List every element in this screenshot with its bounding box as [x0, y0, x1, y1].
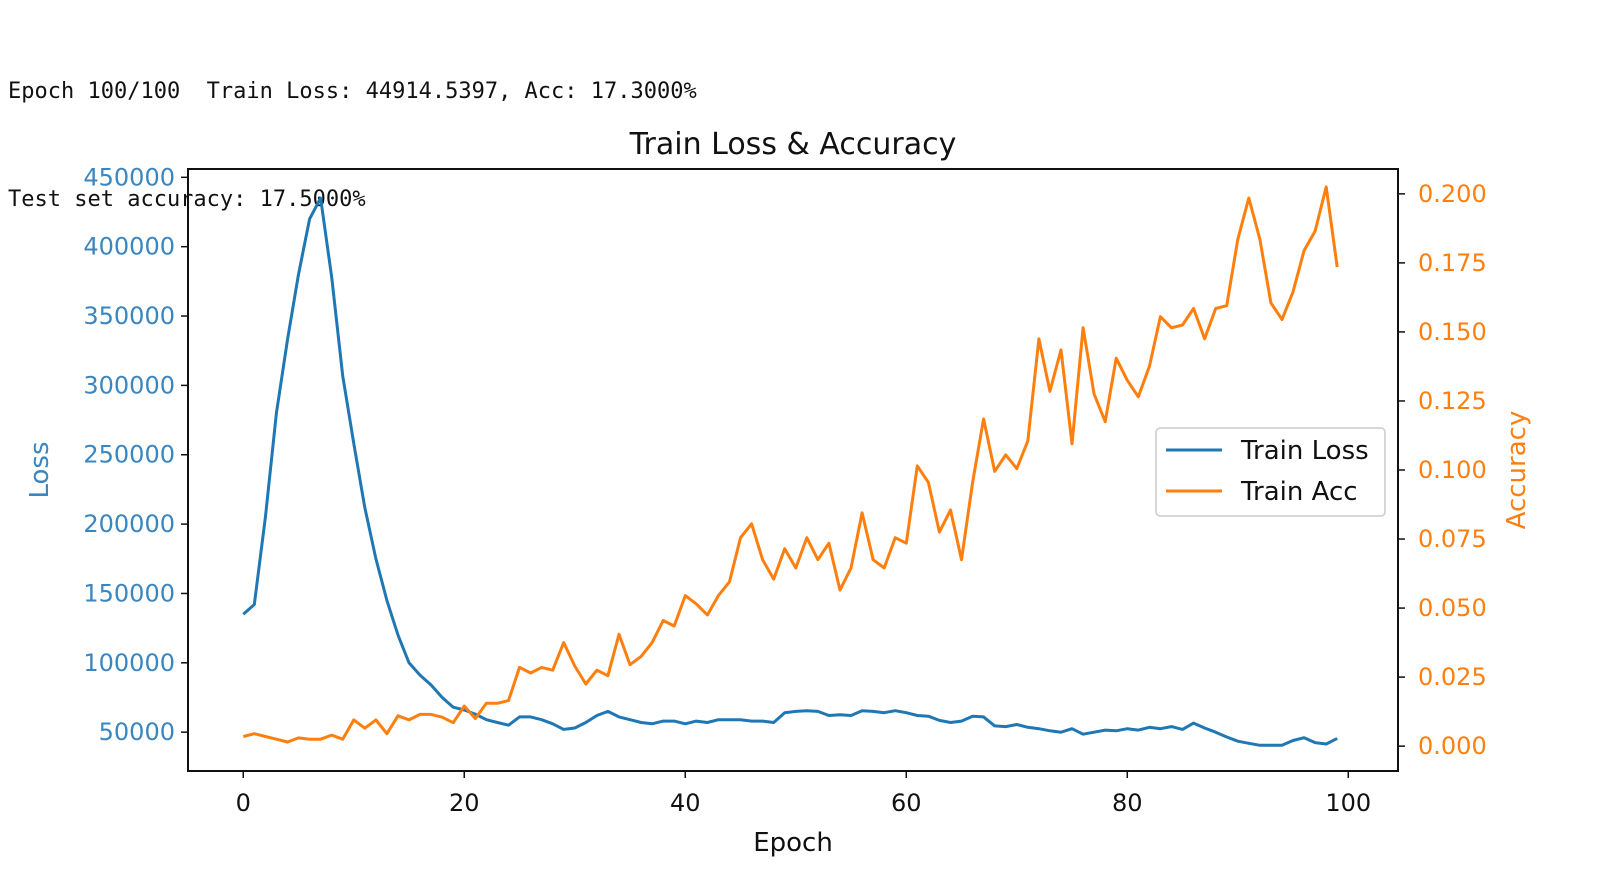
series-line-train-acc: [242, 185, 1339, 744]
x-axis-label: Epoch: [753, 828, 833, 858]
y-left-tick-label: 450000: [83, 163, 175, 191]
y-right-axis-label: Accuracy: [1502, 411, 1532, 530]
legend-label: Train Acc: [1240, 477, 1358, 507]
x-tick-label: 20: [449, 789, 480, 817]
x-tick-label: 40: [670, 789, 701, 817]
y-left-axis-label: Loss: [25, 441, 55, 498]
console-output: Epoch 100/100 Train Loss: 44914.5397, Ac…: [8, 2, 697, 254]
y-right-tick-label: 0.075: [1418, 525, 1487, 553]
series-line-train-loss: [242, 196, 1338, 747]
y-left-tick-label: 50000: [99, 718, 175, 746]
y-left-tick-label: 100000: [83, 649, 175, 677]
console-line-epoch: Epoch 100/100 Train Loss: 44914.5397, Ac…: [8, 79, 697, 104]
x-tick-label: 0: [236, 789, 251, 817]
y-left-tick-label: 200000: [83, 510, 175, 538]
legend-label: Train Loss: [1240, 436, 1369, 466]
y-right-tick-label: 0.200: [1418, 180, 1487, 208]
y-right-tick-label: 0.050: [1418, 594, 1487, 622]
y-right-tick-label: 0.125: [1418, 387, 1487, 415]
y-right-tick-label: 0.100: [1418, 456, 1487, 484]
console-line-test-accuracy: Test set accuracy: 17.5000%: [8, 187, 366, 212]
y-left-tick-label: 300000: [83, 371, 175, 399]
y-left-tick-label: 350000: [83, 302, 175, 330]
y-right-tick-label: 0.150: [1418, 318, 1487, 346]
y-left-tick-label: 150000: [83, 579, 175, 607]
y-right-tick-label: 0.000: [1418, 732, 1487, 760]
x-tick-label: 60: [891, 789, 922, 817]
y-left-tick-label: 250000: [83, 441, 175, 469]
y-right-tick-label: 0.175: [1418, 249, 1487, 277]
x-tick-label: 80: [1112, 789, 1143, 817]
y-left-tick-label: 400000: [83, 233, 175, 261]
x-tick-label: 100: [1325, 789, 1371, 817]
chart-title: Train Loss & Accuracy: [629, 127, 957, 162]
y-right-tick-label: 0.025: [1418, 663, 1487, 691]
